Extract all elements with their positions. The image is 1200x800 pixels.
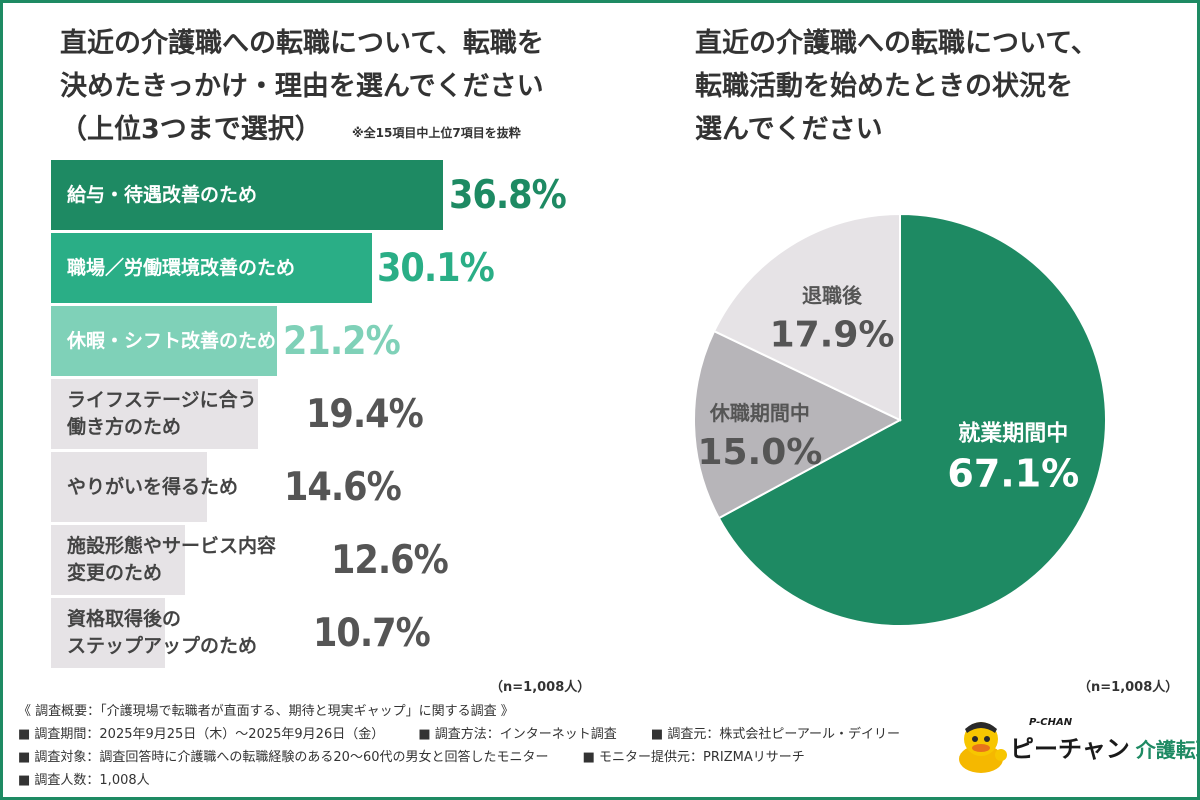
bar-category-label: やりがいを得るため: [67, 475, 239, 498]
bar-value-label: 10.7%: [313, 610, 431, 656]
bar-category-label: 資格取得後の ステップアップのため: [67, 608, 258, 657]
bar-category-label: 給与・待遇改善のため: [67, 183, 258, 206]
pie-slice: [693, 329, 903, 520]
pie-slice: [712, 212, 901, 422]
bar-chart-note: ※全15項目中上位7項目を抜粋: [352, 126, 521, 140]
survey-summary: 《 調査概要：「介護現場で転職者が直面する、期待と現実ギャップ」に関する調査 》: [18, 704, 514, 719]
bar-title-line1: 直近の介護職への転職について、転職を: [60, 28, 544, 59]
bar-category-label: ライフステージに合う 働き方のため: [67, 389, 257, 438]
bar-row: 施設形態やサービス内容 変更のため 12.6%: [51, 525, 611, 595]
bar-value-label: 30.1%: [377, 245, 495, 291]
bar-row: 休暇・シフト改善のため 21.2%: [51, 306, 611, 376]
survey-provider: ■ モニター提供元：PRIZMAリサーチ: [582, 750, 805, 765]
bar-title-line2: 決めたきっかけ・理由を選んでください: [60, 71, 544, 102]
bar-row: 職場／労働環境改善のため 30.1%: [51, 233, 611, 303]
pie-title-line1: 直近の介護職への転職について、: [695, 28, 1098, 59]
bar-value-label: 14.6%: [284, 464, 402, 510]
bar-value-label: 21.2%: [283, 318, 401, 364]
bar-chart: 給与・待遇改善のため 36.8% 職場／労働環境改善のため 30.1% 休暇・シフト改善…: [51, 160, 611, 680]
bar-category-label: 職場／労働環境改善のため: [67, 256, 296, 279]
bar: [51, 306, 277, 376]
logo-main-text: ピーチャン: [1010, 735, 1130, 763]
bar-row: やりがいを得るため 14.6%: [51, 452, 611, 522]
bar: [51, 598, 165, 668]
survey-period: ■ 調査期間：2025年9月25日（木）～2025年9月26日（金）: [18, 727, 385, 742]
pie-category-label: 就業期間中: [958, 421, 1068, 447]
pie-category-label: 休職期間中: [709, 401, 810, 425]
pie-chart-title: 直近の介護職への転職について、 転職活動を始めたときの状況を 選んでください: [695, 22, 1098, 151]
pie-value-label: 17.9%: [770, 315, 895, 356]
bar-row: 資格取得後の ステップアップのため 10.7%: [51, 598, 611, 668]
bar-row: 給与・待遇改善のため 36.8%: [51, 160, 611, 230]
pie-title-line3: 選んでください: [695, 114, 883, 145]
bar: [51, 160, 443, 230]
logo-text: ピーチャン介護転職: [1010, 729, 1200, 764]
logo-sub-text: 介護転職: [1135, 738, 1200, 762]
bar: [51, 452, 207, 522]
pie-chart: 就業期間中 67.1% 休職期間中 15.0% 退職後 17.9%: [693, 212, 1107, 627]
bar-chart-title: 直近の介護職への転職について、転職を 決めたきっかけ・理由を選んでください （上…: [60, 22, 544, 151]
survey-target: ■ 調査対象：調査回答時に介護職への転職経験のある20～60代の男女と回答したモ…: [18, 750, 549, 765]
survey-method: ■ 調査方法：インターネット調査: [418, 727, 617, 742]
bar-sample-size: （n=1,008人）: [490, 680, 591, 695]
pchan-logo: P-CHAN ピーチャン介護転職: [955, 715, 1200, 777]
logo-small-text: P-CHAN: [1029, 717, 1073, 728]
bar-row: ライフステージに合う 働き方のため 19.4%: [51, 379, 611, 449]
pie-slice: [717, 212, 1107, 627]
pie-category-label: 退職後: [802, 284, 863, 308]
survey-footer: 《 調査概要：「介護現場で転職者が直面する、期待と現実ギャップ」に関する調査 》…: [18, 700, 900, 792]
bar: [51, 379, 258, 449]
bar-category-label: 施設形態やサービス内容 変更のため: [67, 535, 277, 584]
bar-category-label: 休暇・シフト改善のため: [67, 329, 277, 352]
pie-value-label: 67.1%: [947, 452, 1079, 496]
survey-count: ■ 調査人数：1,008人: [18, 773, 150, 788]
survey-source: ■ 調査元：株式会社ピーアール・デイリー: [650, 727, 901, 742]
duck-mascot-icon: [959, 722, 1007, 773]
pie-value-label: 15.0%: [697, 432, 822, 473]
bar: [51, 525, 186, 595]
bar-value-label: 36.8%: [449, 172, 567, 218]
pie-title-line2: 転職活動を始めたときの状況を: [695, 71, 1073, 102]
bar-value-label: 12.6%: [331, 537, 449, 583]
pie-sample-size: （n=1,008人）: [1078, 680, 1179, 695]
bar-title-line3: （上位3つまで選択）: [60, 114, 322, 145]
bar: [51, 233, 372, 303]
bar-value-label: 19.4%: [306, 391, 424, 437]
